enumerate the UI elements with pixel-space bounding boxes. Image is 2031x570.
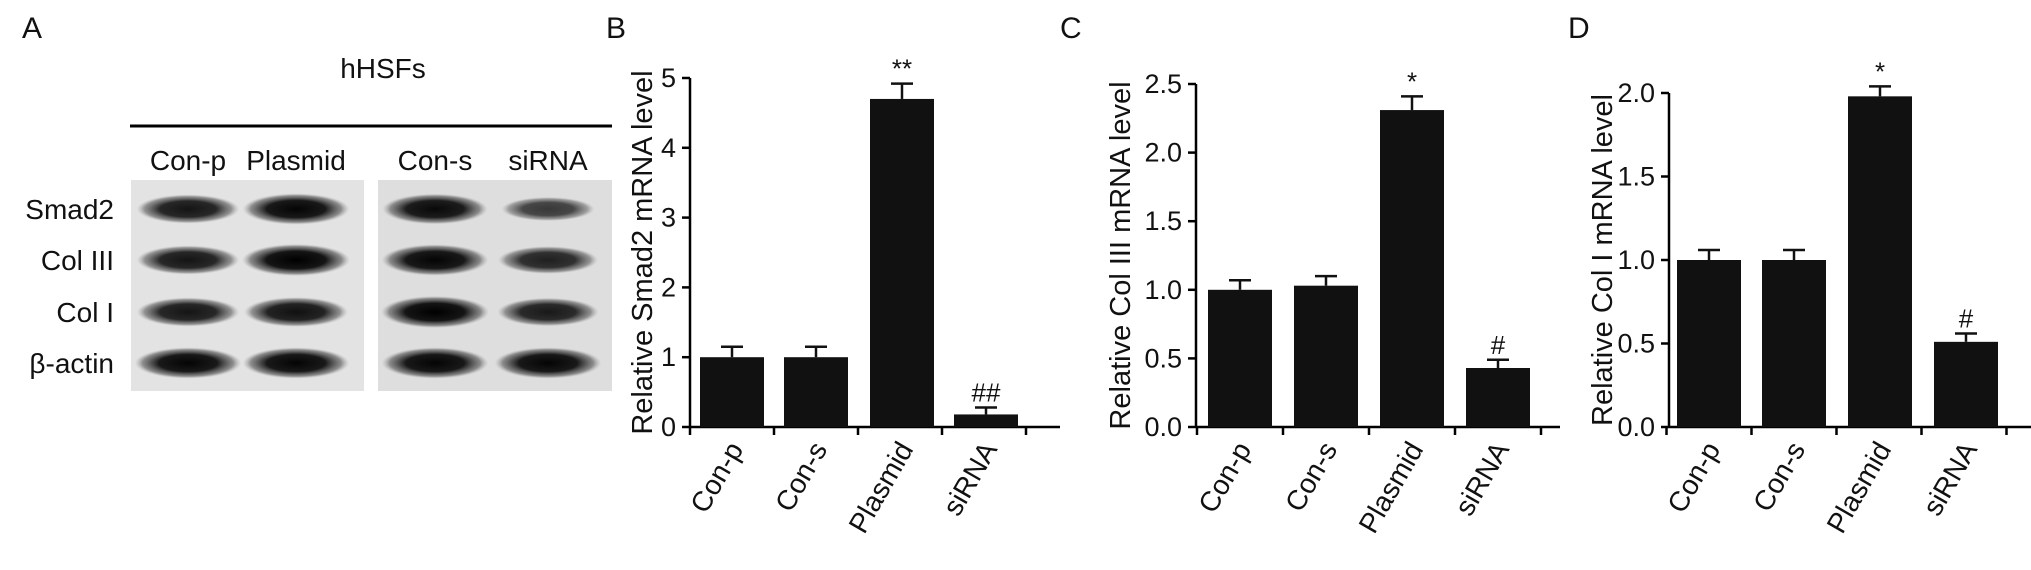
y-tick-label: 0.0 [1144, 412, 1182, 442]
bar [1677, 260, 1741, 427]
blot-band [134, 347, 242, 379]
blot-band [501, 196, 595, 222]
category-label: Plasmid [843, 437, 920, 539]
y-tick-label: 1 [661, 342, 676, 372]
y-tick-label: 1.5 [1144, 206, 1182, 236]
blot-bands [134, 193, 602, 379]
y-tick-label: 2.0 [1617, 78, 1655, 108]
bar [1848, 96, 1912, 427]
blot-band [382, 193, 488, 225]
significance-label: ** [892, 54, 912, 84]
category-label: Plasmid [1353, 437, 1430, 539]
blot-band [242, 244, 350, 276]
category-label: Con-s [1747, 437, 1811, 517]
panel-letter: B [606, 12, 626, 45]
panel-letter: C [1060, 12, 1082, 45]
blot-band [381, 296, 489, 328]
blot-row-label: Col III [41, 245, 114, 276]
blot-band [381, 244, 489, 276]
y-tick-label: 1.0 [1144, 275, 1182, 305]
bar [870, 98, 934, 427]
category-label: Con-s [769, 437, 833, 517]
blot-row-label: Smad2 [25, 194, 114, 225]
y-tick-label: 2.5 [1144, 69, 1182, 99]
bar [784, 357, 848, 427]
blot-lane-labels: Con-p Plasmid Con-s siRNA [150, 145, 588, 176]
blot-lane-label: Con-p [150, 145, 226, 176]
blot-band [242, 347, 350, 379]
y-tick-label: 4 [661, 133, 676, 163]
blot-row-label: Col I [56, 297, 114, 328]
blot-lane-label: Con-s [398, 145, 473, 176]
significance-label: ## [972, 377, 1001, 407]
bar [1208, 289, 1272, 427]
significance-label: # [1491, 330, 1506, 360]
y-tick-label: 1.5 [1617, 162, 1655, 192]
category-label: Con-p [1192, 437, 1257, 519]
y-tick-label: 0.0 [1617, 412, 1655, 442]
bar [1934, 341, 1998, 427]
blot-band [242, 193, 350, 225]
category-label: Con-s [1279, 437, 1343, 517]
blot-band [494, 347, 602, 379]
blot-band [497, 297, 599, 327]
blot-lane-label: siRNA [508, 145, 588, 176]
blot-band [244, 297, 348, 327]
significance-label: * [1875, 56, 1885, 86]
category-label: siRNA [1449, 436, 1516, 520]
y-tick-label: 0.5 [1144, 343, 1182, 373]
y-tick-label: 0.5 [1617, 329, 1655, 359]
bar [1466, 368, 1530, 427]
blot-band [136, 245, 240, 275]
blot-row-labels: Smad2 Col III Col I β-actin [25, 194, 114, 379]
blot-row-label: β-actin [29, 348, 114, 379]
y-tick-label: 0 [661, 412, 676, 442]
y-axis-title: Relative Smad2 mRNA level [627, 70, 659, 434]
bar [1380, 110, 1444, 428]
y-axis-title: Relative Col I mRNA level [1587, 94, 1619, 426]
category-label: Plasmid [1821, 437, 1898, 539]
blot-lane-label: Plasmid [246, 145, 346, 176]
blot-band [381, 347, 489, 379]
panel-letter: D [1568, 12, 1590, 45]
category-label: siRNA [1917, 436, 1984, 520]
y-axis-title: Relative Col III mRNA level [1105, 81, 1137, 429]
panel-a-letter: A [22, 12, 42, 45]
category-label: Con-p [684, 437, 749, 519]
bar [700, 357, 764, 427]
y-tick-label: 3 [661, 203, 676, 233]
blot-cell-line-label: hHSFs [340, 53, 426, 84]
blot-band [498, 246, 598, 274]
panel-a-western-blot: A hHSFs Con-p Plasmid Con-s siRNA Smad2 Col … [22, 12, 612, 391]
bar [1762, 260, 1826, 427]
category-label: siRNA [937, 436, 1004, 520]
y-tick-label: 2.0 [1144, 138, 1182, 168]
category-label: Con-p [1661, 437, 1726, 519]
y-tick-label: 1.0 [1617, 245, 1655, 275]
significance-label: # [1959, 303, 1974, 333]
bar [1294, 285, 1358, 427]
y-tick-label: 5 [661, 63, 676, 93]
blot-band [136, 194, 240, 224]
bar [954, 414, 1018, 427]
blot-band [136, 297, 240, 327]
significance-label: * [1407, 66, 1417, 96]
y-tick-label: 2 [661, 272, 676, 302]
